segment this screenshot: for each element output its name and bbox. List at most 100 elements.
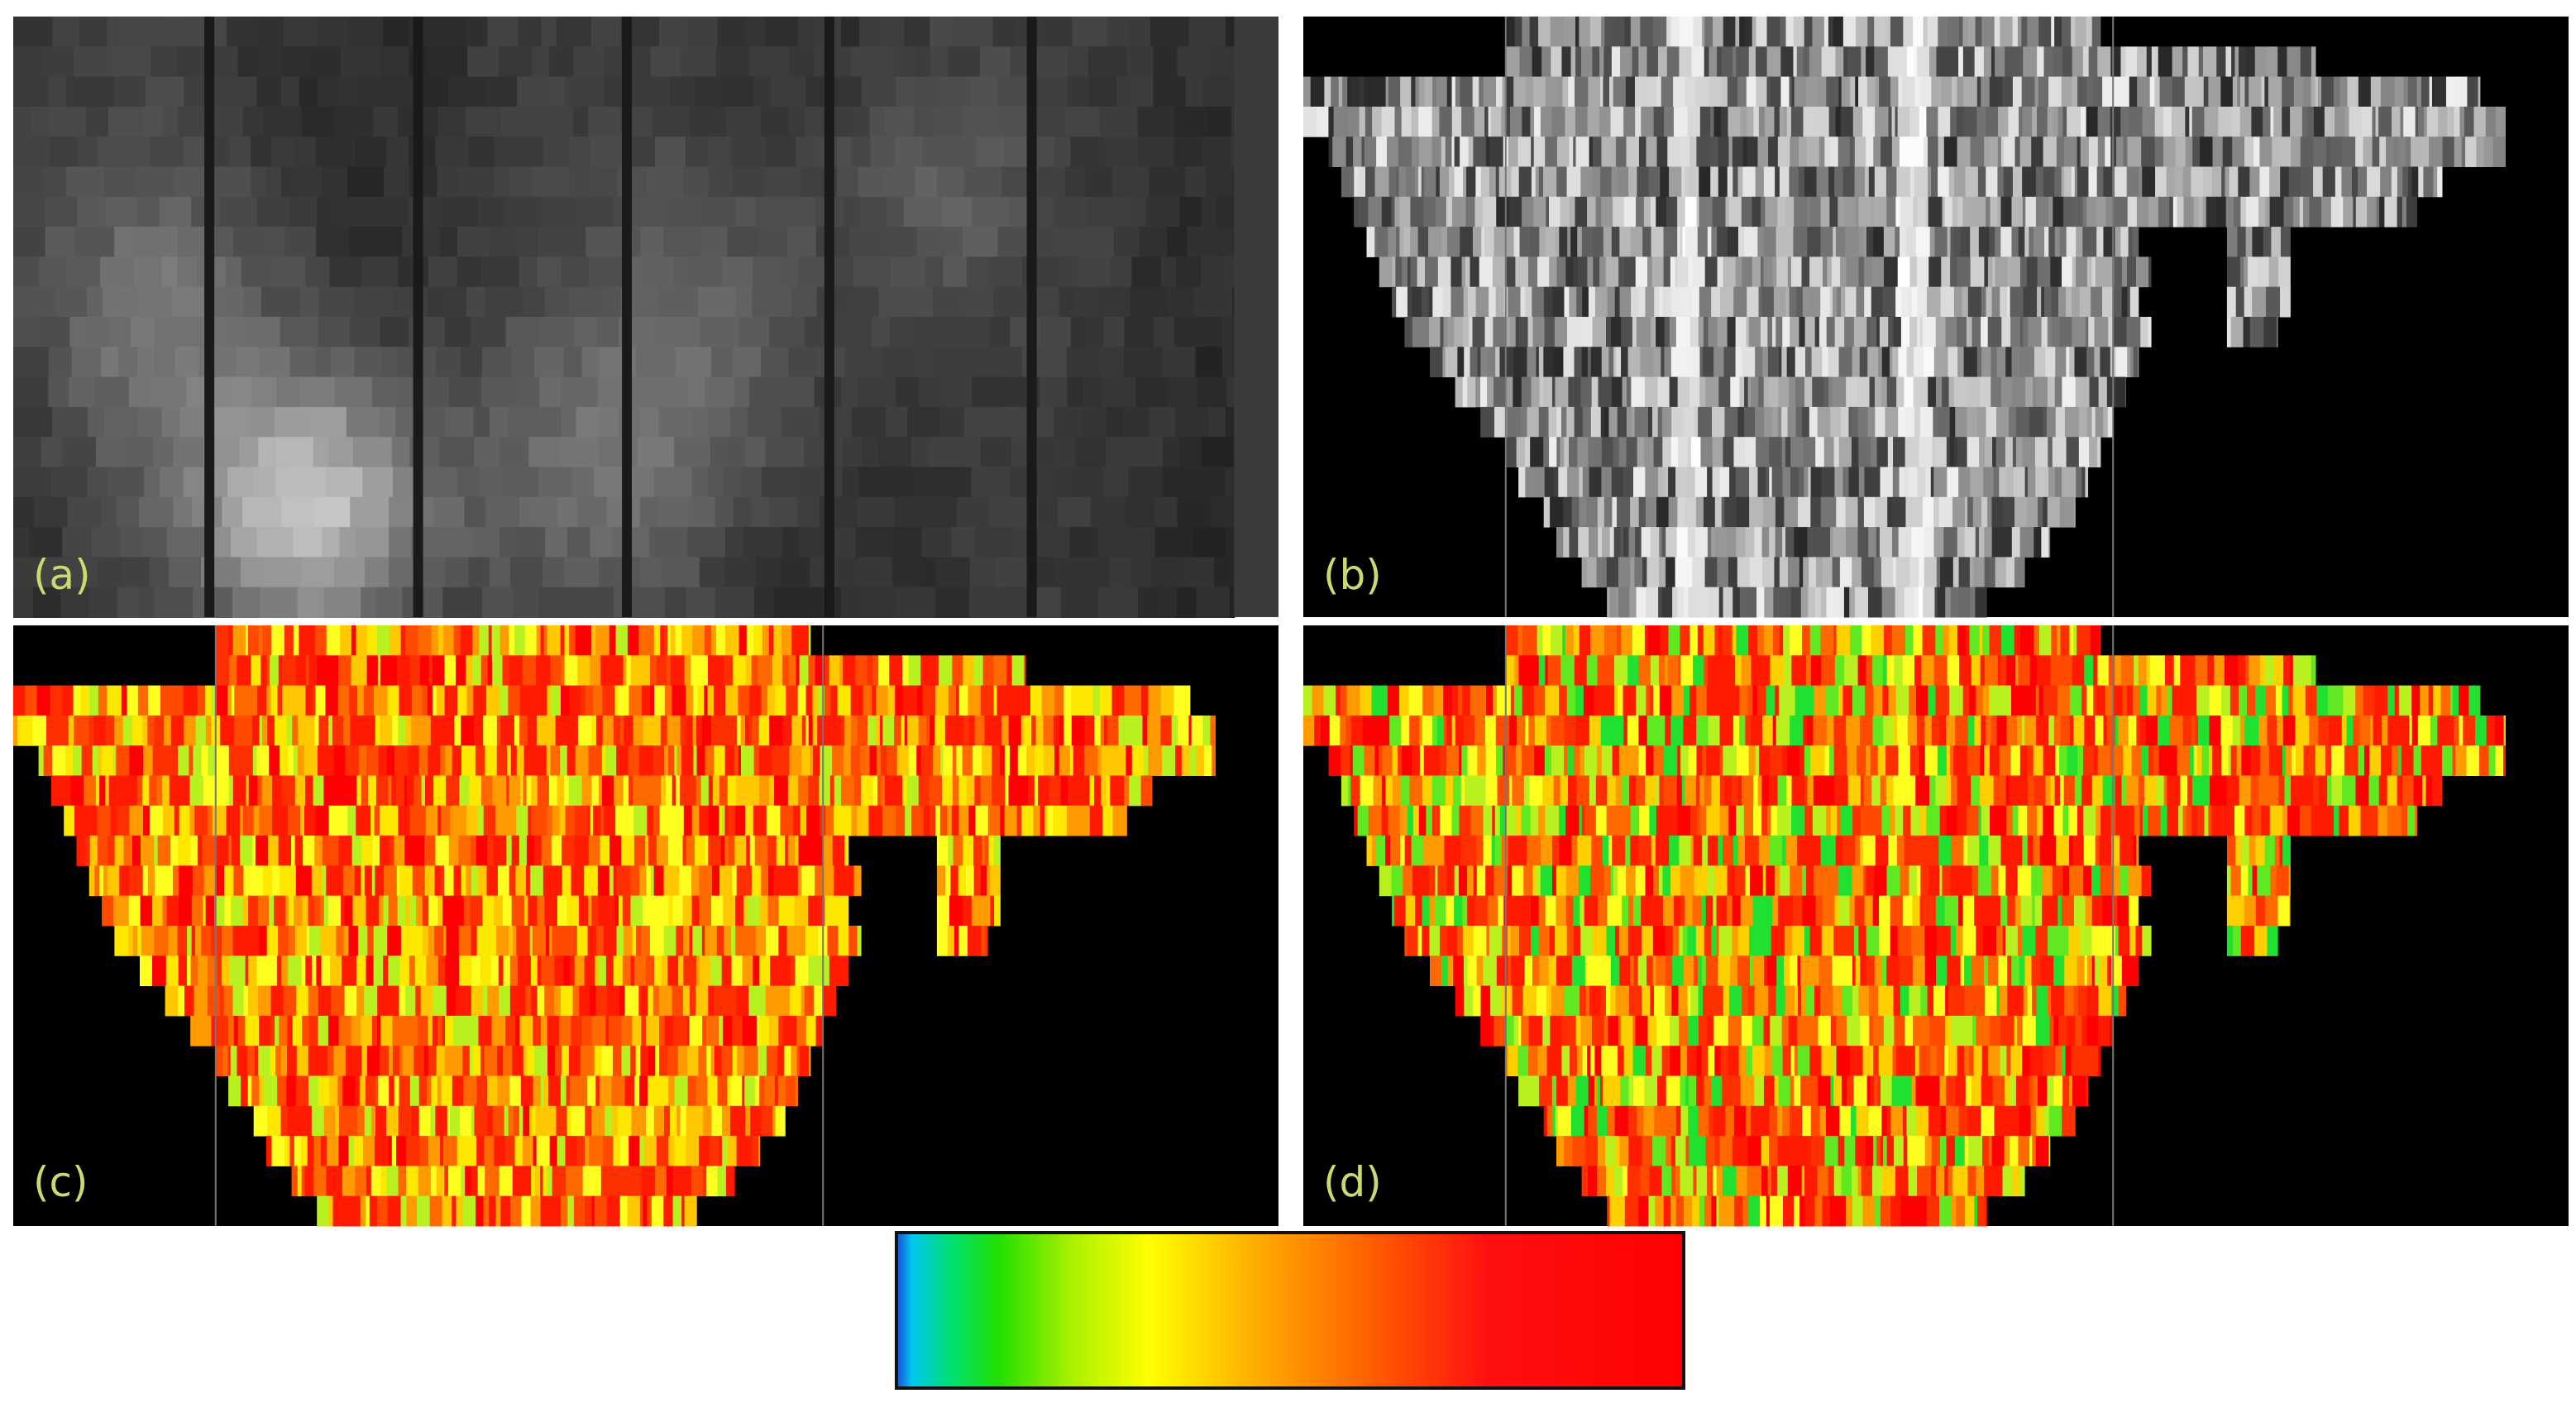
image-block (62, 437, 98, 468)
image-block (355, 136, 388, 168)
pixel-stripe (1804, 376, 1813, 408)
pixel-stripe (666, 1166, 674, 1197)
pixel-stripe (470, 836, 477, 866)
pixel-stripe (294, 836, 303, 866)
pixel-stripe (436, 1166, 445, 1197)
pixel-stripe (1914, 347, 1924, 378)
pixel-stripe (1670, 437, 1679, 467)
pixel-stripe (667, 955, 679, 987)
pixel-stripe (808, 775, 820, 807)
pixel-stripe (1756, 17, 1768, 47)
pixel-stripe (1543, 376, 1553, 408)
image-block (629, 587, 666, 618)
pixel-stripe (1353, 136, 1362, 167)
pixel-stripe (1484, 106, 1489, 137)
pixel-stripe (727, 775, 737, 807)
pixel-stripe (1191, 715, 1203, 746)
pixel-stripe (2440, 685, 2451, 716)
pixel-stripe (532, 926, 547, 956)
image-block (933, 496, 958, 529)
pixel-stripe (1775, 685, 1780, 716)
pixel-stripe (1508, 286, 1522, 318)
pixel-stripe (1928, 136, 1939, 167)
image-block (52, 17, 80, 48)
pixel-stripe (474, 715, 480, 746)
pixel-stripe (1919, 437, 1925, 467)
pixel-stripe (1736, 527, 1747, 558)
pixel-stripe (487, 1075, 498, 1107)
pixel-stripe (271, 865, 280, 897)
image-block (988, 317, 1011, 348)
pixel-stripe (122, 775, 133, 807)
pixel-stripe (398, 805, 410, 836)
pixel-stripe (863, 775, 871, 807)
pixel-stripe (2300, 46, 2312, 78)
pixel-stripe (1787, 557, 1800, 588)
pixel-stripe (2260, 655, 2266, 687)
image-block (858, 376, 897, 408)
pixel-stripe (1613, 437, 1620, 467)
pixel-stripe (2167, 685, 2173, 716)
pixel-stripe (2081, 685, 2087, 716)
pixel-stripe (1855, 17, 1868, 47)
image-block (177, 256, 198, 288)
pixel-stripe (635, 1046, 641, 1076)
pixel-stripe (649, 655, 657, 687)
pixel-stripe (1563, 496, 1573, 528)
pixel-stripe (1924, 136, 1928, 167)
pixel-stripe (2358, 166, 2368, 198)
pixel-stripe (441, 1075, 453, 1107)
pixel-stripe (179, 895, 193, 927)
pixel-stripe (1823, 376, 1829, 408)
pixel-stripe (1671, 406, 1685, 438)
image-block (121, 136, 151, 168)
pixel-stripe (2244, 136, 2254, 167)
pixel-stripe (515, 865, 527, 897)
pixel-stripe (644, 655, 651, 687)
pixel-stripe (2452, 685, 2459, 716)
pixel-stripe (984, 715, 994, 746)
image-block (13, 286, 34, 318)
pixel-stripe (1913, 376, 1917, 408)
pixel-stripe (2437, 166, 2443, 198)
pixel-stripe (1175, 745, 1183, 776)
pixel-stripe (2096, 166, 2104, 198)
image-block (738, 317, 771, 348)
pixel-stripe (710, 715, 726, 746)
image-block (556, 17, 593, 48)
pixel-stripe (1484, 317, 1494, 347)
pixel-stripe (1791, 655, 1803, 687)
image-block (1054, 406, 1083, 438)
pixel-stripe (1000, 805, 1006, 836)
pixel-stripe (137, 685, 149, 716)
pixel-stripe (1756, 625, 1765, 656)
pixel-stripe (2149, 655, 2157, 687)
pixel-stripe (2074, 166, 2078, 198)
pixel-stripe (2172, 46, 2183, 78)
pixel-stripe (380, 1015, 394, 1046)
pixel-stripe (462, 1046, 471, 1076)
pixel-stripe (643, 895, 657, 927)
pixel-stripe (1959, 655, 1972, 687)
pixel-stripe (507, 805, 517, 836)
pixel-stripe (2029, 406, 2044, 438)
pixel-stripe (1874, 17, 1886, 47)
image-block (1205, 317, 1223, 348)
pixel-stripe (759, 745, 773, 776)
pixel-stripe (521, 1195, 532, 1227)
image-block (588, 106, 621, 138)
pixel-stripe (1144, 745, 1149, 776)
image-block (13, 136, 51, 168)
pixel-stripe (400, 1195, 407, 1227)
pixel-stripe (1092, 685, 1101, 716)
pixel-stripe (542, 1166, 547, 1197)
pixel-stripe (152, 895, 164, 927)
pixel-stripe (468, 1136, 477, 1166)
pixel-stripe (782, 655, 790, 687)
pixel-stripe (730, 985, 737, 1017)
pixel-stripe (255, 836, 269, 866)
pixel-stripe (749, 836, 756, 866)
pixel-stripe (1569, 437, 1578, 467)
pixel-stripe (389, 655, 398, 687)
pixel-stripe (2226, 256, 2241, 288)
